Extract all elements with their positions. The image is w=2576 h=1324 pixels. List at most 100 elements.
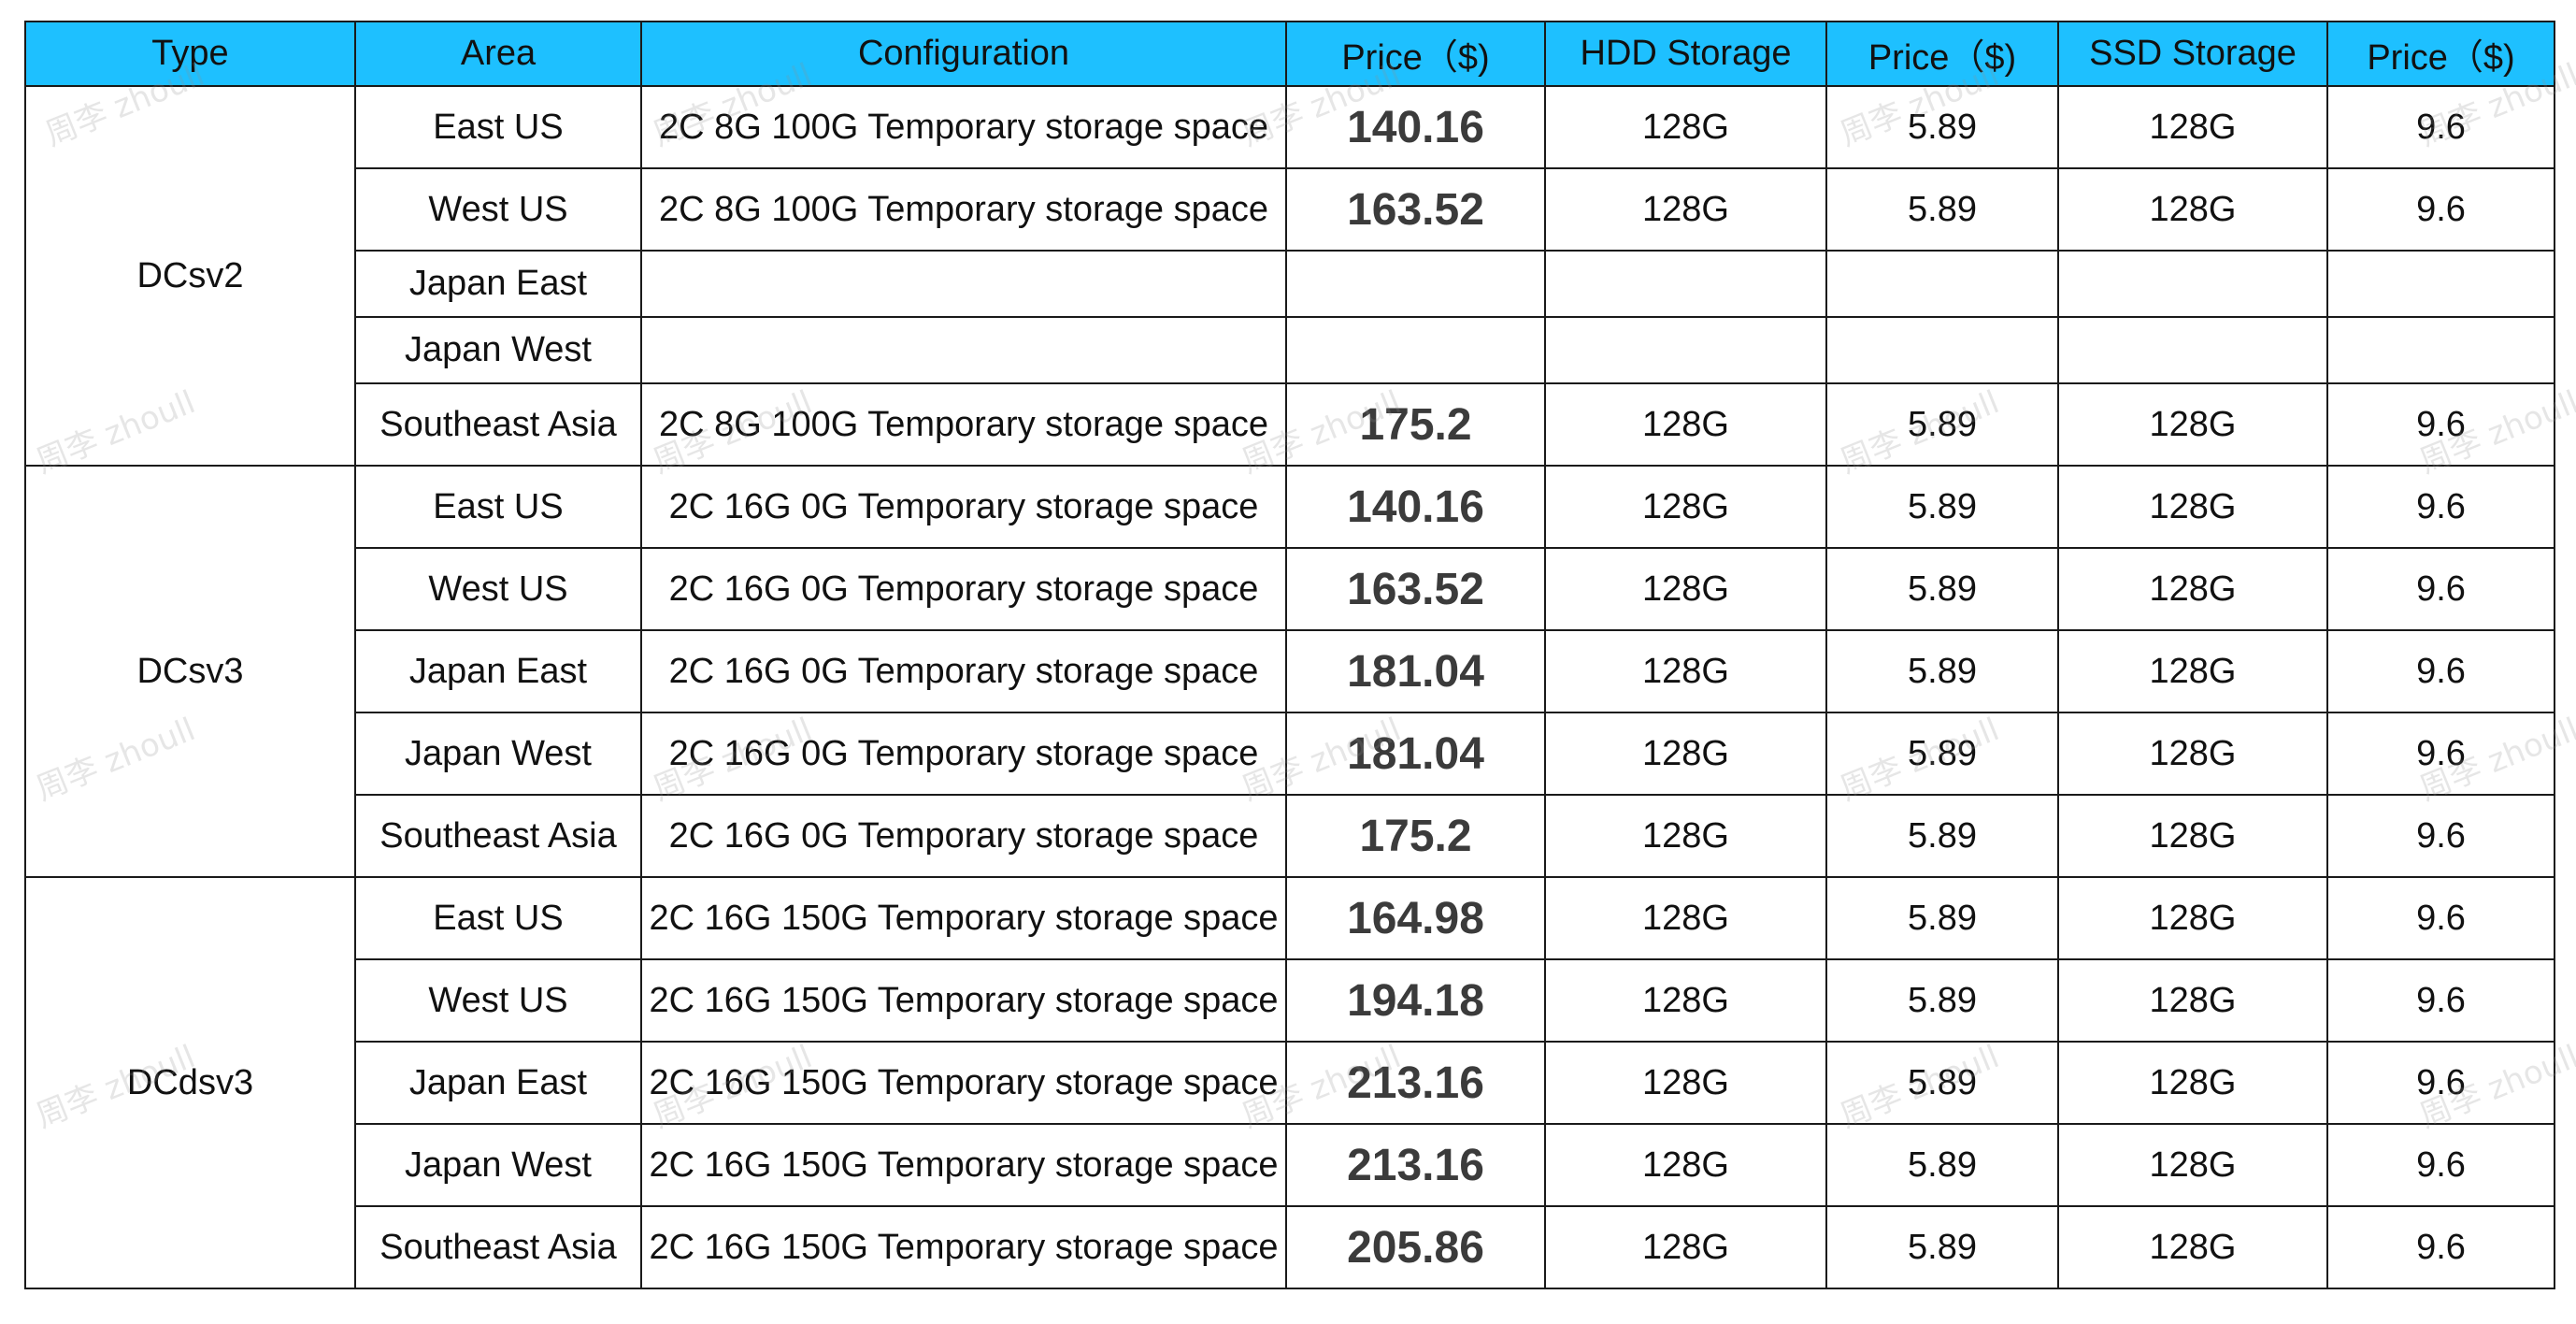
configuration-cell: 2C 16G 0G Temporary storage space [640, 629, 1287, 713]
price-cell: 194.18 [1285, 958, 1546, 1043]
hdd-storage-cell: 128G [1544, 712, 1827, 796]
ssd-price-cell: 9.6 [2326, 382, 2555, 467]
hdd-storage-cell [1544, 316, 1827, 384]
hdd-price-cell: 5.89 [1825, 958, 2059, 1043]
configuration-cell: 2C 16G 0G Temporary storage space [640, 465, 1287, 549]
table-row: West US 2C 16G 0G Temporary storage spac… [25, 547, 2555, 631]
ssd-storage-cell: 128G [2057, 167, 2328, 252]
ssd-storage-cell: 128G [2057, 958, 2328, 1043]
configuration-cell [640, 316, 1287, 384]
price-cell [1285, 316, 1546, 384]
header-ssd-price: Price（$) [2326, 21, 2555, 87]
hdd-storage-cell: 128G [1544, 85, 1827, 169]
configuration-cell: 2C 16G 150G Temporary storage space [640, 1123, 1287, 1207]
ssd-price-cell: 9.6 [2326, 958, 2555, 1043]
hdd-price-cell: 5.89 [1825, 1205, 2059, 1289]
configuration-cell: 2C 16G 0G Temporary storage space [640, 712, 1287, 796]
area-cell: West US [354, 547, 642, 631]
hdd-storage-cell: 128G [1544, 465, 1827, 549]
configuration-cell: 2C 16G 0G Temporary storage space [640, 547, 1287, 631]
ssd-price-cell: 9.6 [2326, 794, 2555, 878]
hdd-price-cell: 5.89 [1825, 629, 2059, 713]
ssd-storage-cell: 128G [2057, 876, 2328, 960]
hdd-storage-cell: 128G [1544, 1123, 1827, 1207]
configuration-cell: 2C 16G 150G Temporary storage space [640, 876, 1287, 960]
area-cell: East US [354, 876, 642, 960]
area-cell: East US [354, 465, 642, 549]
table-row: DCsv3 East US 2C 16G 0G Temporary storag… [24, 465, 2555, 878]
area-cell: Japan East [354, 1041, 642, 1125]
price-cell: 140.16 [1285, 465, 1546, 549]
ssd-storage-cell: 128G [2057, 1041, 2328, 1125]
ssd-storage-cell: 128G [2057, 1123, 2328, 1207]
ssd-price-cell: 9.6 [2326, 85, 2555, 169]
hdd-storage-cell: 128G [1544, 1041, 1827, 1125]
price-cell: 181.04 [1285, 712, 1546, 796]
header-configuration: Configuration [640, 21, 1287, 87]
table-row: Japan West [25, 316, 2555, 384]
hdd-price-cell: 5.89 [1825, 1123, 2059, 1207]
hdd-price-cell: 5.89 [1825, 85, 2059, 169]
ssd-storage-cell: 128G [2057, 85, 2328, 169]
table-row: Southeast Asia 2C 16G 150G Temporary sto… [25, 1205, 2555, 1289]
price-cell: 181.04 [1285, 629, 1546, 713]
configuration-cell: 2C 16G 150G Temporary storage space [640, 958, 1287, 1043]
area-cell: Southeast Asia [354, 382, 642, 467]
hdd-price-cell: 5.89 [1825, 465, 2059, 549]
configuration-cell: 2C 16G 0G Temporary storage space [640, 794, 1287, 878]
area-cell: Japan East [354, 629, 642, 713]
configuration-cell: 2C 8G 100G Temporary storage space [640, 382, 1287, 467]
area-cell: Southeast Asia [354, 794, 642, 878]
price-cell: 175.2 [1285, 794, 1546, 878]
price-cell: 140.16 [1285, 85, 1546, 169]
type-cell: DCsv2 [24, 85, 356, 467]
ssd-price-cell: 9.6 [2326, 167, 2555, 252]
price-table: Type Area Configuration Price（$) HDD Sto… [24, 21, 2555, 1289]
header-price: Price（$) [1285, 21, 1546, 87]
price-cell: 175.2 [1285, 382, 1546, 467]
table-row: Japan West 2C 16G 0G Temporary storage s… [25, 712, 2555, 796]
header-hdd-storage: HDD Storage [1544, 21, 1827, 87]
type-cell: DCdsv3 [24, 876, 356, 1289]
header-type: Type [24, 21, 356, 87]
ssd-price-cell: 9.6 [2326, 876, 2555, 960]
hdd-price-cell: 5.89 [1825, 876, 2059, 960]
configuration-cell: 2C 16G 150G Temporary storage space [640, 1041, 1287, 1125]
header-ssd-storage: SSD Storage [2057, 21, 2328, 87]
ssd-price-cell: 9.6 [2326, 1041, 2555, 1125]
table-row: DCsv2 East US 2C 8G 100G Temporary stora… [24, 85, 2555, 467]
table-row: Japan East [25, 250, 2555, 318]
hdd-storage-cell [1544, 250, 1827, 318]
ssd-storage-cell [2057, 316, 2328, 384]
table-row: Japan West 2C 16G 150G Temporary storage… [25, 1123, 2555, 1207]
ssd-price-cell: 9.6 [2326, 629, 2555, 713]
ssd-price-cell: 9.6 [2326, 547, 2555, 631]
hdd-price-cell: 5.89 [1825, 382, 2059, 467]
hdd-storage-cell: 128G [1544, 794, 1827, 878]
hdd-storage-cell: 128G [1544, 167, 1827, 252]
table-row: Japan East 2C 16G 150G Temporary storage… [25, 1041, 2555, 1125]
ssd-storage-cell: 128G [2057, 629, 2328, 713]
type-cell: DCsv3 [24, 465, 356, 878]
hdd-price-cell: 5.89 [1825, 712, 2059, 796]
ssd-price-cell: 9.6 [2326, 465, 2555, 549]
area-cell: Japan West [354, 316, 642, 384]
ssd-storage-cell: 128G [2057, 1205, 2328, 1289]
ssd-price-cell: 9.6 [2326, 1205, 2555, 1289]
table-body: DCsv2 East US 2C 8G 100G Temporary stora… [24, 85, 2555, 1289]
hdd-storage-cell: 128G [1544, 382, 1827, 467]
ssd-price-cell: 9.6 [2326, 712, 2555, 796]
hdd-price-cell: 5.89 [1825, 167, 2059, 252]
hdd-storage-cell: 128G [1544, 547, 1827, 631]
area-cell: East US [354, 85, 642, 169]
area-cell: Japan West [354, 1123, 642, 1207]
ssd-storage-cell: 128G [2057, 465, 2328, 549]
hdd-price-cell [1825, 316, 2059, 384]
area-cell: Japan East [354, 250, 642, 318]
ssd-price-cell [2326, 250, 2555, 318]
area-cell: West US [354, 958, 642, 1043]
hdd-price-cell [1825, 250, 2059, 318]
price-cell: 163.52 [1285, 547, 1546, 631]
price-cell: 213.16 [1285, 1041, 1546, 1125]
table-row: Southeast Asia 2C 8G 100G Temporary stor… [25, 382, 2555, 467]
